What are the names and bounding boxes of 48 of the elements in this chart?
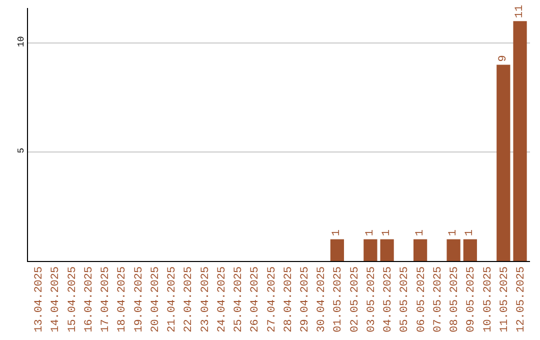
bar: [496, 64, 510, 261]
data-label: 1: [381, 229, 394, 236]
x-tick-label: 09.05.2025: [466, 266, 478, 332]
x-tick-label: 11.05.2025: [498, 266, 511, 332]
x-tick-label: 25.04.2025: [233, 266, 246, 332]
x-tick-label: 19.04.2025: [133, 266, 146, 332]
x-tick-label: 21.04.2025: [166, 266, 179, 332]
x-tick-label: 08.05.2025: [449, 266, 462, 332]
data-label: 1: [414, 229, 426, 236]
bar: [513, 21, 527, 261]
x-tick-label: 03.05.2025: [366, 266, 378, 332]
x-tick-label: 26.04.2025: [250, 266, 262, 332]
x-tick-label: 13.04.2025: [34, 266, 46, 332]
data-label: 1: [364, 229, 376, 236]
x-tick-label: 07.05.2025: [432, 266, 444, 332]
bar: [463, 239, 477, 261]
y-tick-label: 10: [16, 36, 26, 47]
bar: [446, 239, 460, 261]
bar: [330, 239, 344, 261]
x-tick-label: 14.04.2025: [50, 266, 62, 332]
x-tick-label: 24.04.2025: [216, 266, 228, 332]
data-label: 1: [331, 229, 344, 236]
x-tick-label: 17.04.2025: [100, 266, 112, 332]
x-tick-label: 02.05.2025: [349, 266, 362, 332]
data-label: 1: [448, 229, 460, 236]
data-label: 11: [514, 4, 526, 18]
x-tick-label: 29.04.2025: [300, 266, 312, 332]
x-tick-label: 18.04.2025: [116, 266, 129, 332]
bar: [380, 239, 394, 261]
x-tick-label: 10.05.2025: [482, 266, 494, 332]
x-tick-label: 22.04.2025: [183, 266, 196, 332]
x-tick-label: 20.04.2025: [150, 266, 162, 332]
data-label: 9: [497, 55, 510, 62]
x-tick-label: 30.04.2025: [316, 266, 328, 332]
x-tick-label: 27.04.2025: [266, 266, 278, 332]
x-tick-label: 05.05.2025: [399, 266, 412, 332]
data-label: 1: [464, 229, 476, 236]
x-tick-label: 15.04.2025: [66, 266, 79, 332]
x-tick-label: 06.05.2025: [416, 266, 428, 332]
x-tick-label: 16.04.2025: [83, 266, 96, 332]
x-tick-label: 12.05.2025: [516, 266, 528, 332]
x-tick-label: 28.04.2025: [282, 266, 295, 332]
y-tick-label: 5: [16, 148, 26, 154]
x-tick-label: 01.05.2025: [332, 266, 345, 332]
bar: [413, 239, 428, 261]
x-tick-label: 04.05.2025: [382, 266, 395, 332]
x-tick-label: 23.04.2025: [200, 266, 212, 332]
bar: [364, 239, 378, 261]
